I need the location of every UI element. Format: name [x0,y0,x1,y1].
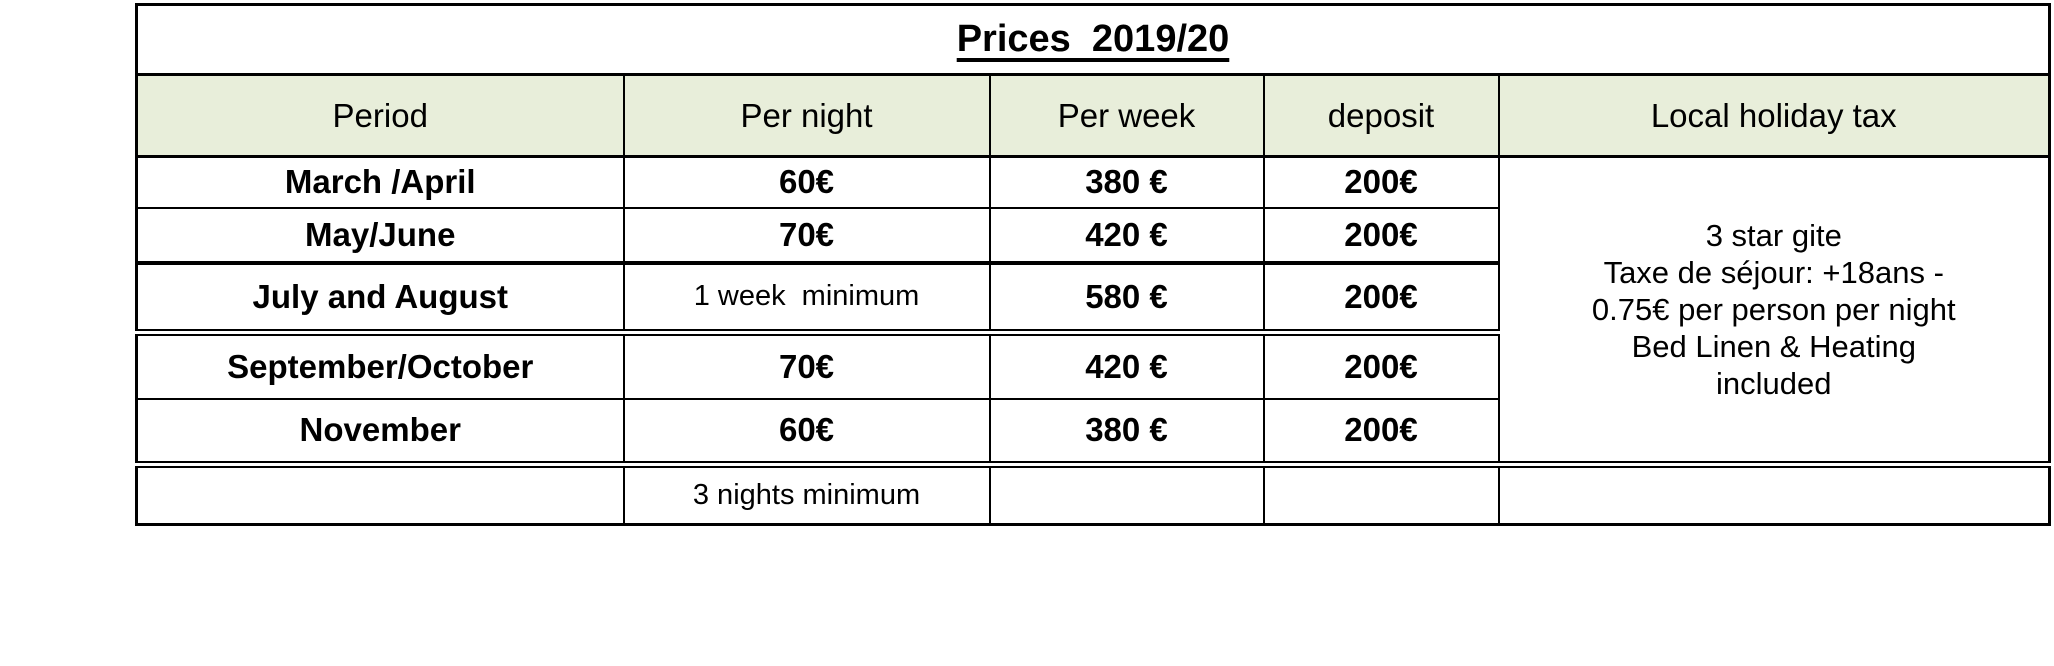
period-cell: September/October [135,329,625,400]
prices-table: Prices 2019/20 Period Per night Per week… [135,3,2051,526]
per-night-cell: 60€ [622,155,991,209]
table-title-text: Prices 2019/20 [956,18,1230,60]
per-week-cell: 580 € [988,260,1265,334]
table-row-minimum-stay: 3 nights minimum [135,461,2051,526]
period-cell: May/June [135,206,625,264]
table-row-march-april: March /April 60€ 380 € 200€ 3 star gite … [135,155,2051,466]
per-night-cell: 3 nights minimum [622,461,991,526]
column-header-per-night: Per night [622,73,991,158]
deposit-cell: 200€ [1262,260,1500,334]
holiday-tax-cell-empty [1497,461,2051,526]
period-cell-empty [135,461,625,526]
deposit-cell-empty [1262,461,1500,526]
per-week-cell: 380 € [988,397,1265,466]
holiday-tax-note-cell: 3 star gite Taxe de séjour: +18ans - 0.7… [1497,155,2051,466]
table-row-july-august: July and August 1 week minimum 580 € 200… [135,260,2050,334]
deposit-cell: 200€ [1262,206,1500,264]
header-row: Period Per night Per week deposit Local … [135,73,2051,158]
column-header-period: Period [135,73,625,158]
table-title: Prices 2019/20 [135,3,2051,76]
per-week-cell: 420 € [988,329,1265,400]
per-night-cell: 1 week minimum [622,260,991,334]
deposit-cell: 200€ [1262,397,1500,466]
column-header-per-week: Per week [988,73,1265,158]
title-row: Prices 2019/20 [135,3,2051,76]
per-night-cell: 70€ [622,329,991,400]
period-cell: March /April [135,155,625,209]
period-cell: July and August [135,260,625,334]
table-row-september-october: September/October 70€ 420 € 200€ [135,329,2050,400]
per-night-cell: 70€ [622,206,991,264]
deposit-cell: 200€ [1262,329,1500,400]
deposit-cell: 200€ [1262,155,1500,209]
column-header-holiday-tax: Local holiday tax [1497,73,2051,158]
column-header-deposit: deposit [1262,73,1500,158]
period-cell: November [135,397,625,466]
table-row-november: November 60€ 380 € 200€ [135,397,2050,466]
table-row-may-june: May/June 70€ 420 € 200€ [135,206,2050,264]
per-week-cell-empty [988,461,1265,526]
per-week-cell: 380 € [988,155,1265,209]
per-night-cell: 60€ [622,397,991,466]
per-week-cell: 420 € [988,206,1265,264]
